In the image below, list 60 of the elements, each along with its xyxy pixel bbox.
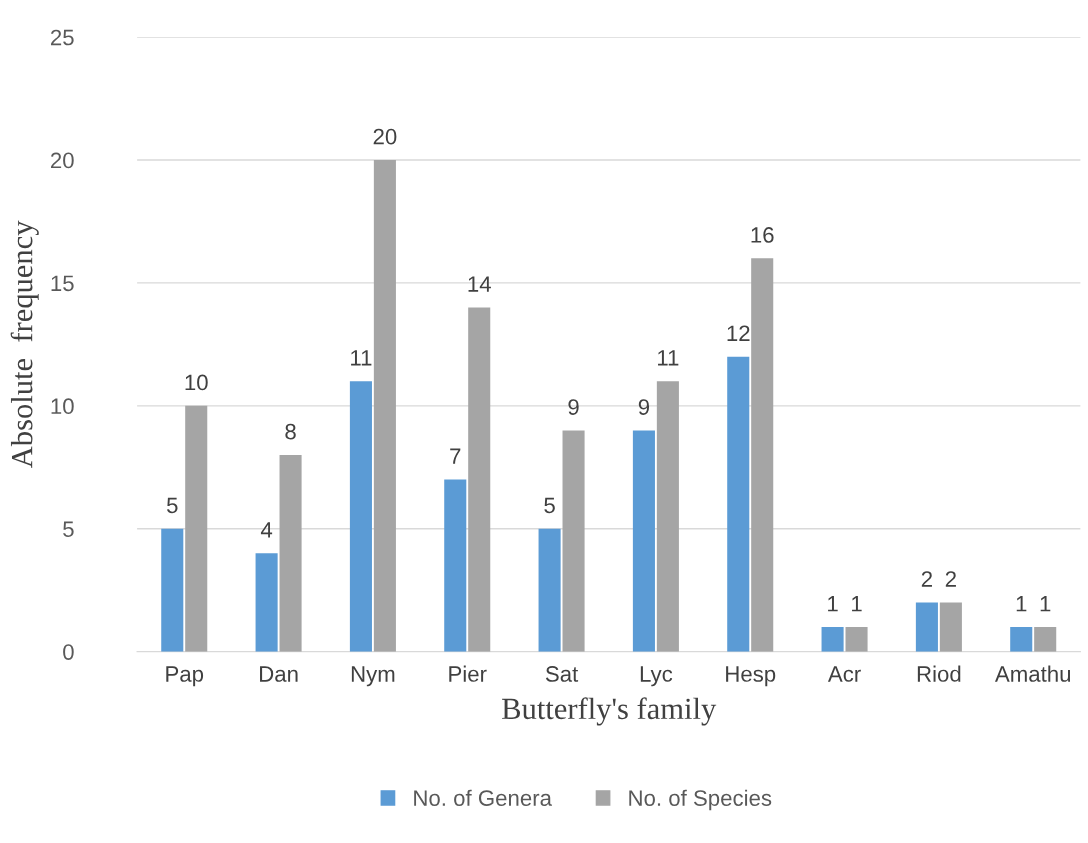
y-tick-label: 0 xyxy=(63,644,74,660)
bar xyxy=(161,528,184,652)
data-label: 16 xyxy=(751,227,774,243)
x-tick-label: Lyc xyxy=(640,666,673,687)
bar xyxy=(373,160,396,652)
bar xyxy=(821,627,844,652)
y-tick-label: 10 xyxy=(51,398,74,415)
y-axis-title: Absolute frequency xyxy=(10,220,39,468)
data-label: 1 xyxy=(852,596,862,612)
data-label: 10 xyxy=(185,374,208,391)
bar xyxy=(727,356,750,652)
x-tick-label: Amathu xyxy=(994,665,1071,682)
bar xyxy=(185,405,208,652)
data-label: 11 xyxy=(658,350,679,366)
bar xyxy=(1034,627,1057,652)
data-label: 5 xyxy=(544,497,555,514)
data-label: 9 xyxy=(568,399,579,415)
data-label: 4 xyxy=(260,522,273,538)
x-tick-label: Sat xyxy=(545,666,579,682)
y-tick-label: 15 xyxy=(51,275,74,292)
data-label: 1 xyxy=(1016,596,1027,612)
x-tick-label: Nym xyxy=(351,666,395,687)
data-label: 2 xyxy=(921,571,932,587)
bar xyxy=(915,602,938,652)
bar xyxy=(538,528,561,652)
legend-label: No. of Species xyxy=(629,789,772,811)
x-tick-label: Riod xyxy=(917,665,961,682)
legend-label: No. of Genera xyxy=(414,789,552,806)
data-label: 1 xyxy=(1040,596,1051,612)
bar xyxy=(632,430,655,652)
data-label: 8 xyxy=(285,423,296,440)
x-tick-label: Pap xyxy=(166,666,204,687)
bar xyxy=(444,479,467,652)
bar xyxy=(562,430,585,652)
x-tick-label: Acr xyxy=(827,666,861,682)
bar xyxy=(845,627,868,652)
bar xyxy=(349,381,372,652)
data-label: 5 xyxy=(166,497,178,514)
bar xyxy=(939,602,962,652)
data-label: 12 xyxy=(727,325,750,341)
data-label: 1 xyxy=(828,596,838,612)
bar xyxy=(279,454,302,652)
bar xyxy=(656,381,679,652)
data-label: 2 xyxy=(945,571,956,587)
bar xyxy=(255,553,278,652)
bar xyxy=(468,307,491,652)
x-tick-label: Pier xyxy=(449,665,487,682)
y-tick-label: 5 xyxy=(63,521,74,537)
y-tick-label: 20 xyxy=(50,152,74,169)
x-axis-title: Butterfly's family xyxy=(502,697,717,726)
x-tick-label: Hesp xyxy=(726,666,776,687)
data-label: 14 xyxy=(468,276,491,292)
y-tick-label: 25 xyxy=(50,29,74,46)
x-tick-label: Dan xyxy=(260,666,298,682)
data-label: 9 xyxy=(638,399,650,415)
bar xyxy=(751,258,774,652)
data-label: 20 xyxy=(373,128,397,145)
data-label: 7 xyxy=(450,448,461,464)
data-label: 11 xyxy=(351,350,372,366)
bar xyxy=(1010,627,1033,652)
